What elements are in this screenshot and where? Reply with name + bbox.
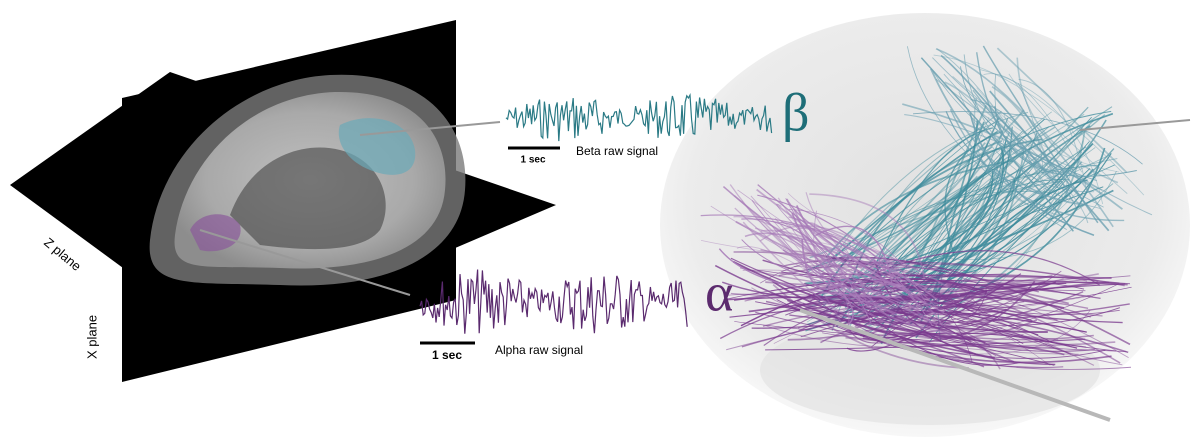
alpha-scale-label: 1 sec [432,348,462,362]
x-plane-label: X plane [84,315,99,359]
alpha-symbol: α [705,262,733,322]
z-plane-label: Z plane [41,235,84,274]
beta-scale-label: 1 sec [520,155,545,166]
beta-caption: Beta raw signal [576,144,658,158]
page: Z plane X plane 1 sec Beta raw signal β … [0,0,1192,439]
figure: Z plane X plane 1 sec Beta raw signal β … [0,0,1192,439]
alpha-caption: Alpha raw signal [495,343,583,357]
beta-symbol: β [782,82,809,142]
alpha-signal [420,270,687,334]
